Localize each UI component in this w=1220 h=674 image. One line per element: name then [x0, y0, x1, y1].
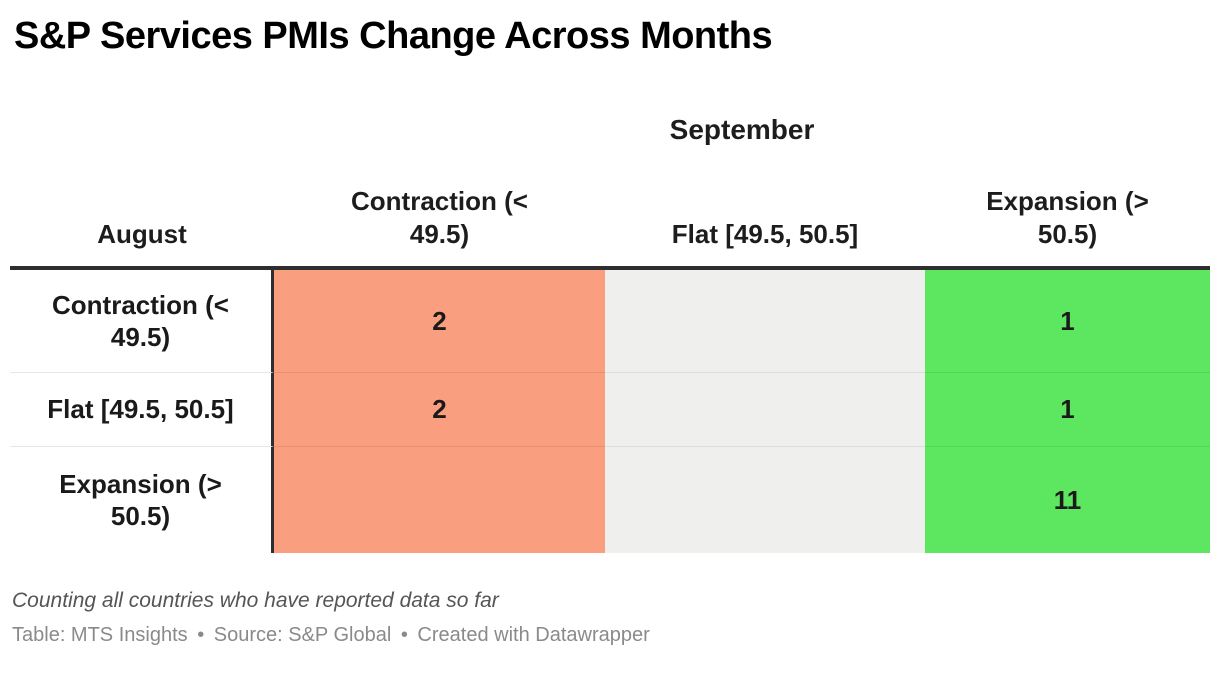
corner-spacer: [10, 58, 274, 148]
cell-expansion-flat: [605, 446, 925, 553]
cell-value: 2: [432, 394, 447, 424]
column-header-flat: Flat [49.5, 50.5]: [605, 148, 925, 270]
cell-value: 1: [1060, 394, 1075, 424]
column-group-header-label: September: [669, 114, 815, 145]
row-header-flat: Flat [49.5, 50.5]: [10, 372, 274, 446]
cell-expansion-expansion: 11: [925, 446, 1210, 553]
row-header-contraction-label: Contraction (< 49.5): [52, 289, 229, 353]
chart-note: Counting all countries who have reported…: [12, 589, 499, 612]
attribution-source-link[interactable]: Source: S&P Global: [213, 624, 392, 646]
row-header-contraction: Contraction (< 49.5): [10, 270, 274, 372]
datawrapper-table-chart: S&P Services PMIs Change Across Months S…: [10, 0, 1210, 647]
cell-contraction-flat: [605, 270, 925, 372]
row-header-flat-label: Flat [49.5, 50.5]: [47, 394, 234, 425]
cell-value: 11: [1053, 484, 1082, 515]
attribution-datawrapper-link[interactable]: Created with Datawrapper: [417, 624, 650, 646]
crosstab-table: September August Contraction (< 49.5) Fl…: [10, 58, 1210, 553]
cell-value: 1: [1060, 305, 1075, 336]
cell-expansion-contraction: [274, 446, 605, 553]
column-header-contraction: Contraction (< 49.5): [274, 148, 605, 270]
attribution-separator: •: [197, 624, 205, 646]
row-header-expansion-label: Expansion (> 50.5): [59, 468, 222, 532]
cell-flat-contraction: 2: [274, 372, 605, 446]
row-group-header-august: August: [10, 148, 274, 270]
cell-contraction-contraction: 2: [274, 270, 605, 372]
cell-flat-expansion: 1: [925, 372, 1210, 446]
chart-title: S&P Services PMIs Change Across Months: [14, 15, 773, 57]
chart-attribution: Table: MTS Insights • Source: S&P Global…: [12, 624, 1210, 647]
row-header-expansion: Expansion (> 50.5): [10, 446, 274, 553]
column-header-expansion-label: Expansion (> 50.5): [986, 186, 1149, 249]
row-group-header-label: August: [97, 218, 187, 249]
cell-contraction-expansion: 1: [925, 270, 1210, 372]
column-header-contraction-label: Contraction (< 49.5): [351, 186, 528, 249]
cell-value: 2: [432, 305, 447, 336]
column-header-flat-label: Flat [49.5, 50.5]: [671, 218, 859, 249]
column-group-header-september: September: [274, 58, 1210, 148]
attribution-table-link[interactable]: Table: MTS Insights: [12, 624, 188, 646]
attribution-separator: •: [400, 624, 408, 646]
column-header-expansion: Expansion (> 50.5): [925, 148, 1210, 270]
cell-flat-flat: [605, 372, 925, 446]
